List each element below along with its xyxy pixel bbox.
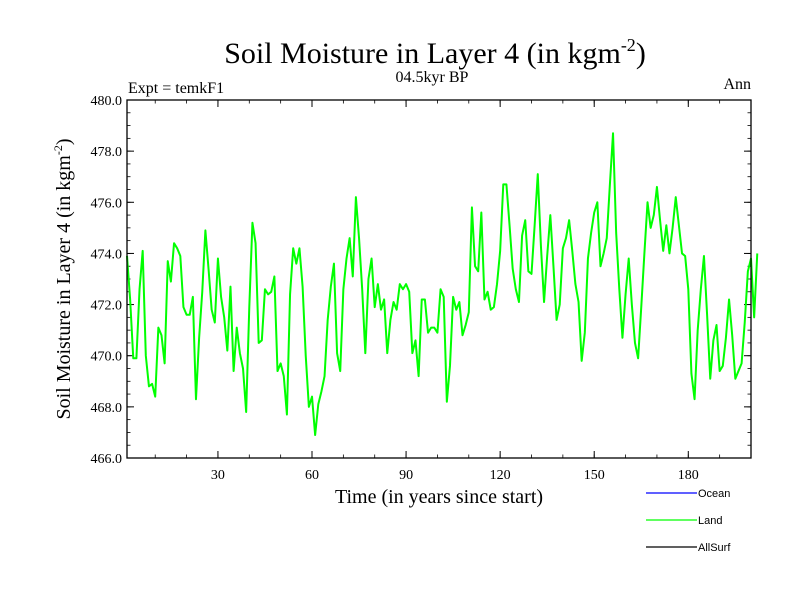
x-tick-label: 30 xyxy=(211,468,225,483)
x-tick-label: 150 xyxy=(584,468,605,483)
chart-title-text: Soil Moisture in Layer 4 (in kgm xyxy=(224,37,621,70)
plot-frame xyxy=(126,99,752,459)
x-axis: 30 60 90 120 150 180 xyxy=(154,100,752,483)
chart-title-close: ) xyxy=(636,37,646,70)
x-tick-label: 90 xyxy=(399,468,413,483)
y-tick-label: 478.0 xyxy=(91,145,123,160)
y-tick-label: 480.0 xyxy=(91,94,123,109)
legend: Ocean Land AllSurf xyxy=(646,488,731,554)
chart-title-sup: -2 xyxy=(621,35,636,55)
y-tick-label: 474.0 xyxy=(91,247,123,262)
y-axis-label-close: ) xyxy=(53,138,75,145)
y-tick-label: 472.0 xyxy=(91,299,123,314)
season-label: Ann xyxy=(723,76,751,93)
legend-label-ocean: Ocean xyxy=(698,488,730,500)
y-axis-label-text: Soil Moisture in Layer 4 (in kgm xyxy=(53,155,75,420)
chart-subtitle: 04.5kyr BP xyxy=(396,69,469,86)
x-tick-label: 60 xyxy=(305,468,319,483)
chart-title: Soil Moisture in Layer 4 (in kgm-2) xyxy=(224,35,646,70)
y-tick-label: 476.0 xyxy=(91,196,123,211)
y-axis-label: Soil Moisture in Layer 4 (in kgm-2) xyxy=(51,138,75,419)
experiment-label: Expt = temkF1 xyxy=(128,80,224,97)
y-tick-label: 468.0 xyxy=(91,401,123,416)
x-tick-label: 120 xyxy=(490,468,511,483)
y-tick-label: 466.0 xyxy=(91,452,123,467)
legend-label-land: Land xyxy=(698,515,722,527)
y-tick-label: 470.0 xyxy=(91,350,123,365)
x-axis-label: Time (in years since start) xyxy=(335,486,543,508)
x-tick-label: 180 xyxy=(678,468,699,483)
y-axis: 466.0 468.0 470.0 472.0 474.0 476.0 478.0 480.0 xyxy=(91,94,751,467)
land-series-line xyxy=(126,132,759,436)
legend-label-allsurf: AllSurf xyxy=(698,542,731,554)
y-axis-label-sup: -2 xyxy=(51,145,65,155)
